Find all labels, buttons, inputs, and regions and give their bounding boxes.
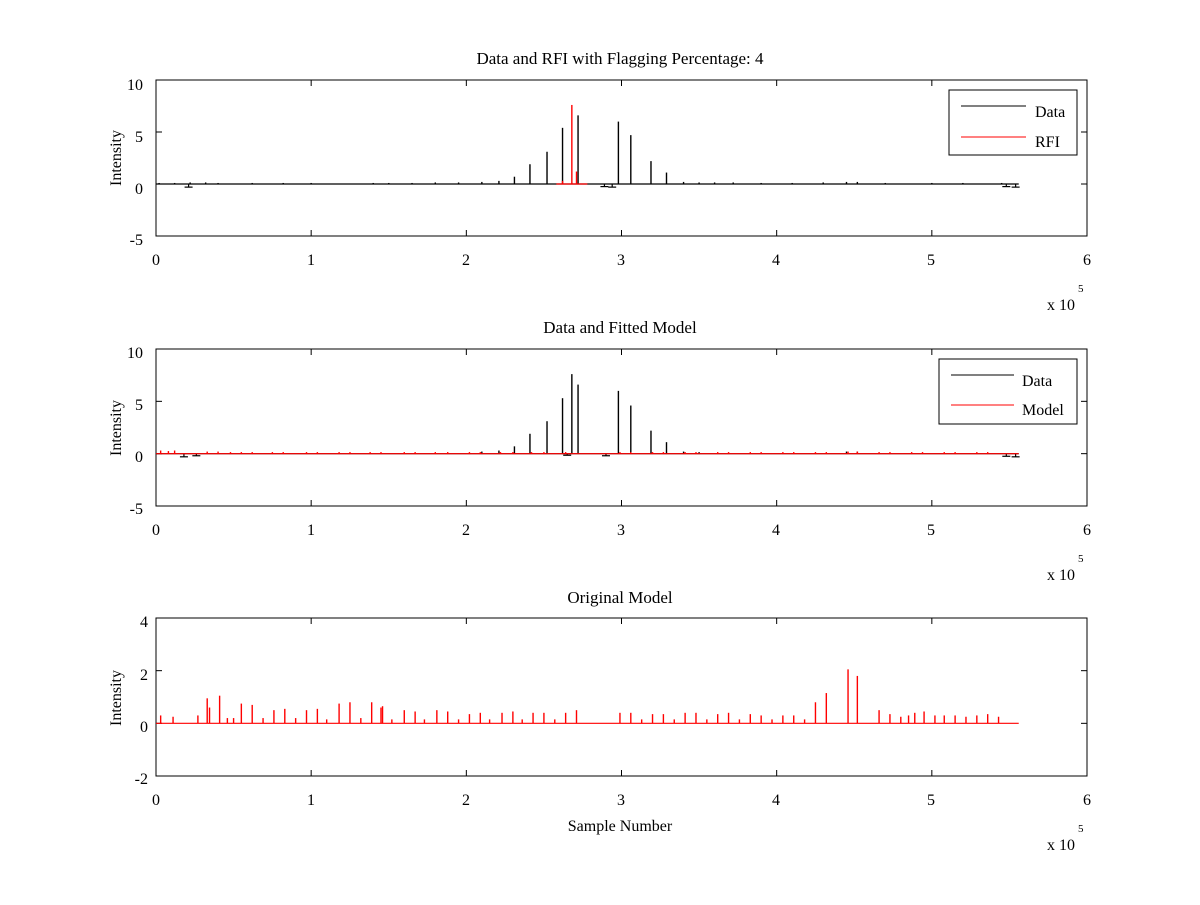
y-tick-label: 2 — [140, 667, 148, 684]
x-multiplier-exponent: 5 — [1078, 553, 1084, 565]
y-axis-label: Intensity — [108, 130, 125, 186]
x-tick-label: 5 — [927, 252, 935, 269]
x-tick-label: 5 — [927, 522, 935, 539]
y-tick-label: 4 — [140, 614, 148, 631]
y-tick-label: 0 — [135, 449, 143, 466]
x-tick-label: 3 — [617, 522, 625, 539]
series-model — [156, 450, 1019, 455]
x-tick-label: 3 — [617, 792, 625, 809]
x-tick-label: 6 — [1083, 252, 1091, 269]
x-tick-label: 1 — [307, 252, 315, 269]
legend: Data RFI — [948, 89, 1078, 156]
plot-area — [155, 617, 1088, 777]
x-tick-label: 2 — [462, 792, 470, 809]
y-tick-label: -5 — [130, 232, 143, 249]
x-multiplier-exponent: 5 — [1078, 283, 1084, 295]
x-tick-label: 6 — [1083, 792, 1091, 809]
x-tick-label: 4 — [772, 522, 780, 539]
x-tick-label: 4 — [772, 252, 780, 269]
x-multiplier-exponent: 5 — [1078, 823, 1084, 835]
y-tick-label: -5 — [130, 501, 143, 518]
y-tick-label: 10 — [127, 77, 143, 94]
legend-label-rfi: RFI — [1035, 134, 1060, 151]
chart-title: Original Model — [567, 588, 673, 607]
y-tick-label: 10 — [127, 345, 143, 362]
x-tick-label: 4 — [772, 792, 780, 809]
x-tick-label: 2 — [462, 522, 470, 539]
y-tick-label: -2 — [135, 771, 148, 788]
legend-frame — [948, 89, 1078, 156]
plot-area — [155, 79, 1088, 237]
legend-label-data: Data — [1035, 104, 1065, 121]
x-tick-label: 0 — [152, 792, 160, 809]
y-axis-label: Intensity — [108, 670, 125, 726]
series-rfi — [556, 104, 588, 185]
legend-label-data: Data — [1022, 373, 1052, 390]
chart-panel-model: Data and Fitted Model Intensity 10 5 0 -… — [108, 318, 1091, 584]
legend-frame — [938, 358, 1078, 425]
y-tick-label: 0 — [135, 181, 143, 198]
x-tick-label: 6 — [1083, 522, 1091, 539]
plot-area — [155, 348, 1088, 507]
x-multiplier-label: x 10 — [1047, 297, 1075, 314]
x-tick-label: 1 — [307, 522, 315, 539]
x-axis-label: Sample Number — [568, 818, 673, 835]
legend-label-model: Model — [1022, 402, 1064, 419]
chart-title: Data and RFI with Flagging Percentage: 4 — [476, 49, 764, 68]
x-tick-label: 5 — [927, 792, 935, 809]
x-tick-label: 0 — [152, 522, 160, 539]
x-tick-label: 0 — [152, 252, 160, 269]
x-tick-label: 2 — [462, 252, 470, 269]
y-tick-label: 5 — [135, 397, 143, 414]
series-model — [156, 669, 1019, 724]
y-axis-label: Intensity — [108, 400, 125, 456]
chart-panel-original-model: Original Model Intensity Sample Number 4… — [108, 588, 1091, 854]
x-tick-label: 3 — [617, 252, 625, 269]
chart-panel-rfi: Data and RFI with Flagging Percentage: 4… — [108, 49, 1091, 314]
y-tick-label: 5 — [135, 129, 143, 146]
x-multiplier-label: x 10 — [1047, 567, 1075, 584]
legend: Data Model — [938, 358, 1078, 425]
x-multiplier-label: x 10 — [1047, 837, 1075, 854]
y-tick-label: 0 — [140, 719, 148, 736]
x-tick-label: 1 — [307, 792, 315, 809]
chart-title: Data and Fitted Model — [543, 318, 697, 337]
